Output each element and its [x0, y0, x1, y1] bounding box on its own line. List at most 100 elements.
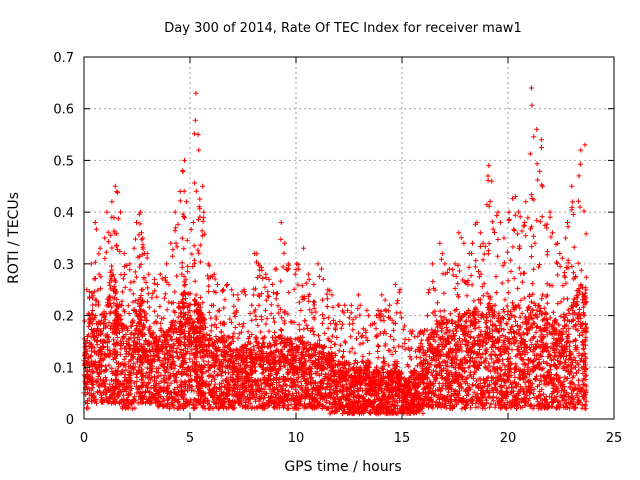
data-point	[123, 354, 129, 359]
data-point	[198, 328, 203, 334]
data-point	[296, 299, 302, 305]
data-point	[182, 379, 188, 385]
data-point	[102, 255, 108, 261]
data-point	[342, 302, 348, 308]
data-point	[95, 361, 101, 367]
data-point	[237, 363, 243, 369]
data-point	[173, 372, 179, 378]
data-point	[235, 297, 241, 303]
data-point	[125, 392, 131, 398]
data-point	[115, 386, 121, 392]
data-point	[104, 377, 110, 383]
data-point	[182, 334, 188, 340]
data-point	[155, 373, 161, 379]
data-point	[188, 227, 194, 233]
data-point	[208, 328, 214, 334]
data-point	[188, 334, 194, 340]
data-point	[124, 405, 130, 411]
data-point	[138, 261, 144, 267]
data-point	[162, 378, 168, 384]
data-point	[222, 297, 228, 303]
data-point	[164, 261, 169, 267]
data-point	[200, 314, 206, 320]
data-point	[381, 355, 386, 361]
data-point	[97, 358, 103, 364]
data-point	[139, 230, 144, 236]
data-point	[165, 389, 171, 394]
data-point	[184, 403, 190, 409]
data-point	[171, 329, 177, 335]
data-point	[209, 302, 215, 308]
data-point	[197, 242, 203, 248]
data-point	[131, 361, 137, 367]
data-point	[183, 300, 189, 306]
data-point	[184, 317, 190, 323]
data-point	[311, 282, 317, 287]
data-point	[102, 317, 108, 323]
data-point	[187, 356, 193, 362]
data-point	[187, 399, 193, 405]
data-point	[129, 386, 135, 391]
data-point	[279, 328, 285, 333]
data-point	[214, 324, 220, 330]
data-point	[230, 372, 236, 378]
data-point	[311, 302, 317, 308]
data-point	[438, 314, 444, 320]
data-point	[366, 351, 372, 356]
data-point	[104, 339, 110, 345]
data-point	[205, 343, 211, 349]
data-point	[193, 292, 199, 298]
data-point	[224, 365, 230, 371]
data-point	[197, 214, 203, 220]
data-point	[278, 278, 284, 284]
data-point	[98, 376, 103, 382]
data-point	[230, 292, 236, 298]
data-point	[310, 328, 316, 334]
data-point	[92, 334, 97, 340]
data-point	[178, 347, 184, 352]
data-point	[206, 283, 212, 289]
data-point	[163, 337, 169, 343]
data-point	[198, 304, 203, 310]
data-point	[158, 384, 164, 390]
data-point	[128, 383, 134, 389]
data-point	[151, 352, 157, 358]
data-point	[296, 322, 302, 328]
data-point	[206, 263, 212, 269]
data-point	[96, 319, 102, 325]
data-point	[185, 320, 190, 326]
data-point	[141, 299, 147, 305]
data-point	[94, 389, 100, 395]
data-point	[134, 220, 139, 225]
data-point	[272, 319, 277, 325]
data-point	[104, 303, 110, 309]
data-point	[174, 345, 180, 351]
data-point	[235, 376, 241, 382]
data-point	[197, 307, 203, 313]
data-point	[208, 363, 214, 369]
data-point	[115, 314, 121, 320]
data-point	[97, 245, 103, 251]
data-point	[379, 292, 385, 298]
data-point	[177, 198, 183, 204]
data-point	[251, 292, 257, 298]
data-point	[345, 307, 351, 313]
data-point	[231, 330, 237, 336]
data-point	[187, 325, 193, 331]
data-point	[202, 231, 208, 237]
data-point	[113, 398, 119, 404]
data-point	[175, 397, 181, 403]
data-point	[200, 371, 206, 377]
data-point	[235, 292, 241, 298]
data-point	[166, 376, 172, 382]
data-point	[114, 189, 120, 194]
data-point	[382, 297, 388, 303]
data-point	[402, 323, 408, 329]
data-point	[191, 131, 197, 137]
data-point	[268, 302, 274, 308]
data-point	[213, 334, 219, 339]
data-point	[106, 362, 112, 368]
data-point	[396, 289, 402, 295]
data-point	[132, 269, 138, 275]
